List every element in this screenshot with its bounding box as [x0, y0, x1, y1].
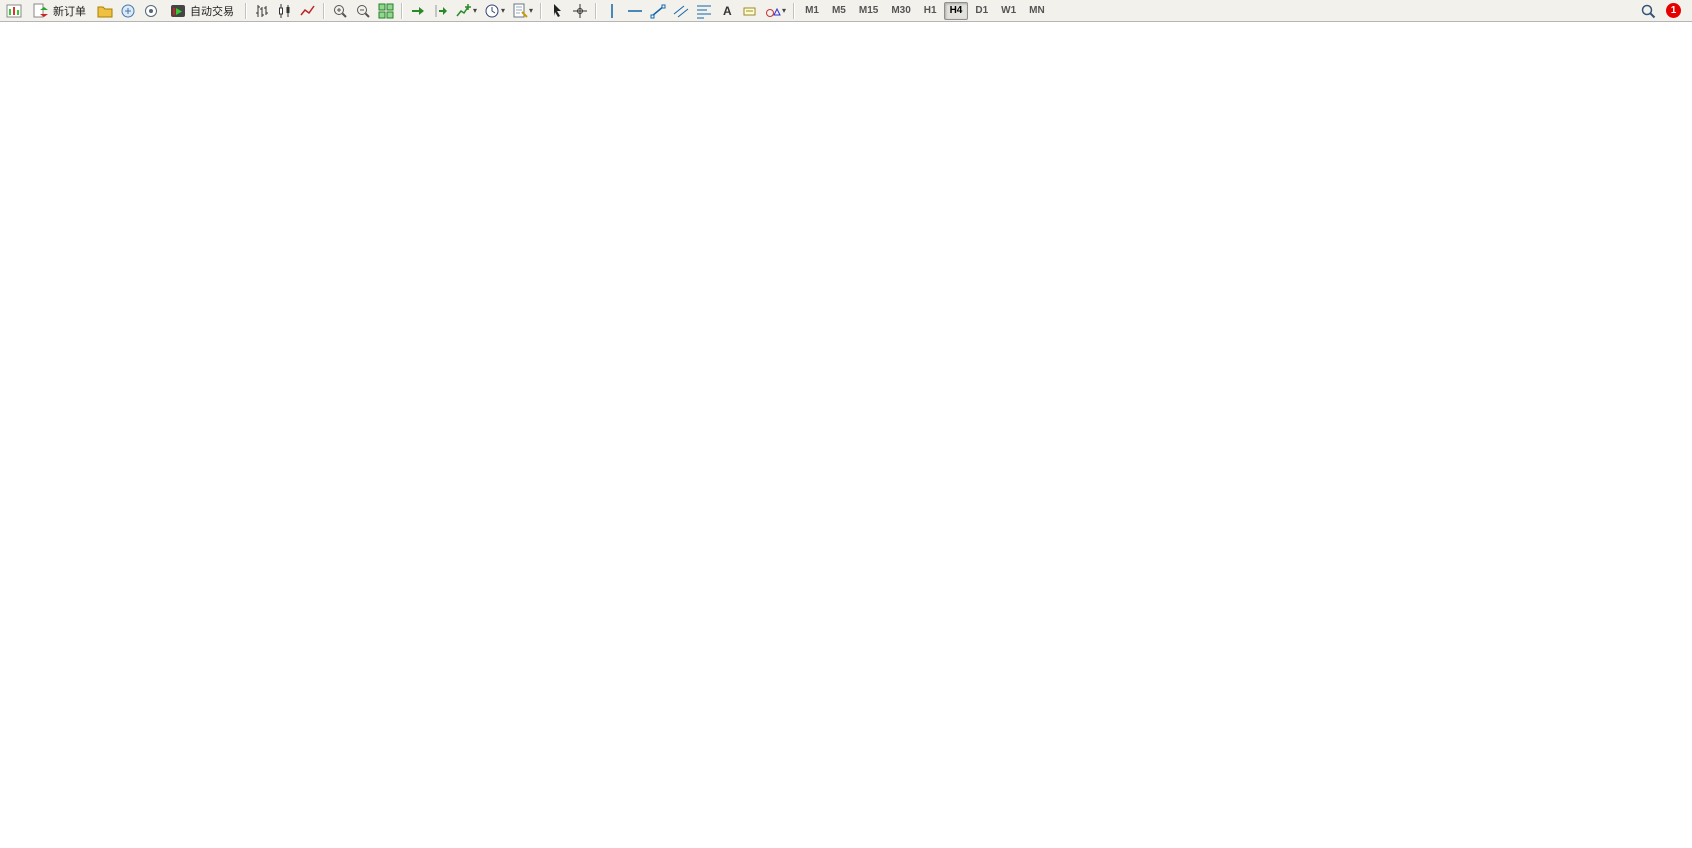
indicators-icon	[456, 3, 471, 16]
timeframe-m5-button[interactable]: M5	[831, 4, 846, 16]
line-chart-mode-button[interactable]	[297, 1, 319, 21]
profiles-icon	[97, 6, 113, 17]
periods-clock-icon	[485, 4, 499, 17]
tile-windows-icon	[378, 3, 394, 18]
svg-text:A: A	[723, 4, 732, 18]
bars-icon	[256, 4, 268, 17]
timeframe-w1-button[interactable]: W1	[1001, 4, 1017, 16]
timeframe-h4-button[interactable]: H4	[943, 1, 969, 20]
new-order-label: 新订单	[53, 5, 86, 18]
trading-chart	[0, 22, 1692, 848]
chart-shift-button[interactable]	[430, 1, 452, 21]
trendline-icon	[650, 4, 666, 18]
vertical-line-icon	[611, 3, 613, 18]
text-tool-button[interactable]: A	[716, 1, 738, 21]
toolbar-separator	[595, 2, 598, 19]
new-chart-button[interactable]	[3, 1, 25, 21]
options-icon	[145, 4, 157, 17]
timeframe-m30-button[interactable]: M30	[891, 4, 911, 16]
autotrading-icon	[171, 4, 185, 17]
profiles-button[interactable]	[94, 1, 116, 21]
tile-windows-button[interactable]	[375, 1, 397, 21]
search-button[interactable]	[1637, 1, 1659, 21]
auto-scroll-icon	[412, 6, 424, 15]
zoom-out-icon	[357, 4, 370, 18]
dropdown-caret: ▾	[782, 6, 787, 15]
notification-badge[interactable]: 1	[1666, 3, 1681, 18]
crosshair-icon	[573, 3, 588, 18]
cursor-icon	[554, 3, 562, 17]
metaeditor-icon	[121, 4, 135, 17]
toolbar-separator	[245, 2, 247, 19]
label-tool-button[interactable]	[739, 1, 761, 21]
zoom-out-button[interactable]	[352, 1, 374, 21]
toolbar-separator	[323, 2, 325, 19]
horizontal-line-icon	[628, 9, 643, 12]
toolbar-separator	[540, 2, 543, 19]
label-icon	[743, 7, 756, 15]
toolbar-separator	[793, 2, 796, 19]
line-chart-icon	[300, 5, 315, 15]
timeframe-m15-button[interactable]: M15	[858, 4, 879, 16]
crosshair-button[interactable]	[569, 1, 591, 21]
new-chart-icon	[6, 4, 22, 17]
chart-shift-icon	[435, 4, 447, 17]
dropdown-caret: ▾	[529, 6, 534, 15]
templates-icon	[513, 3, 528, 18]
new-order-button[interactable]: 新订单	[26, 1, 93, 21]
timeframe-h1-button[interactable]: H1	[923, 4, 937, 16]
main-toolbar: 新订单 自动交易 ▾ ▾	[0, 0, 1692, 22]
channel-tool-button[interactable]	[670, 1, 692, 21]
autotrading-button[interactable]: 自动交易	[163, 1, 241, 21]
horizontal-line-tool-button[interactable]	[624, 1, 646, 21]
periods-button[interactable]: ▾	[481, 1, 508, 21]
fibonacci-icon	[697, 5, 712, 18]
fibonacci-tool-button[interactable]	[693, 1, 715, 21]
candles-icon	[279, 3, 290, 18]
candlestick-mode-button[interactable]	[274, 1, 296, 21]
auto-scroll-button[interactable]	[407, 1, 429, 21]
text-icon: A	[723, 4, 732, 18]
shapes-button[interactable]: ▾	[762, 1, 789, 21]
templates-button[interactable]: ▾	[509, 1, 536, 21]
trendline-tool-button[interactable]	[647, 1, 669, 21]
timeframe-d1-button[interactable]: D1	[975, 4, 989, 16]
shapes-icon	[766, 7, 781, 17]
indicators-button[interactable]: ▾	[453, 1, 480, 21]
vertical-line-tool-button[interactable]	[601, 1, 623, 21]
dropdown-caret: ▾	[501, 6, 506, 15]
cursor-button[interactable]	[546, 1, 568, 21]
zoom-in-button[interactable]	[329, 1, 351, 21]
timeframe-mn-button[interactable]: MN	[1029, 4, 1045, 16]
toolbar-separator	[401, 2, 403, 19]
zoom-in-icon	[334, 4, 347, 18]
dropdown-caret: ▾	[473, 6, 478, 15]
new-order-icon	[33, 3, 48, 17]
channel-icon	[673, 5, 689, 17]
toolbar-right-group: 1	[1637, 1, 1689, 21]
timeframe-m1-button[interactable]: M1	[805, 4, 819, 16]
autotrading-label: 自动交易	[190, 5, 234, 18]
search-icon	[1641, 4, 1656, 18]
options-button[interactable]	[140, 1, 162, 21]
metaeditor-button[interactable]	[117, 1, 139, 21]
bar-chart-mode-button[interactable]	[251, 1, 273, 21]
